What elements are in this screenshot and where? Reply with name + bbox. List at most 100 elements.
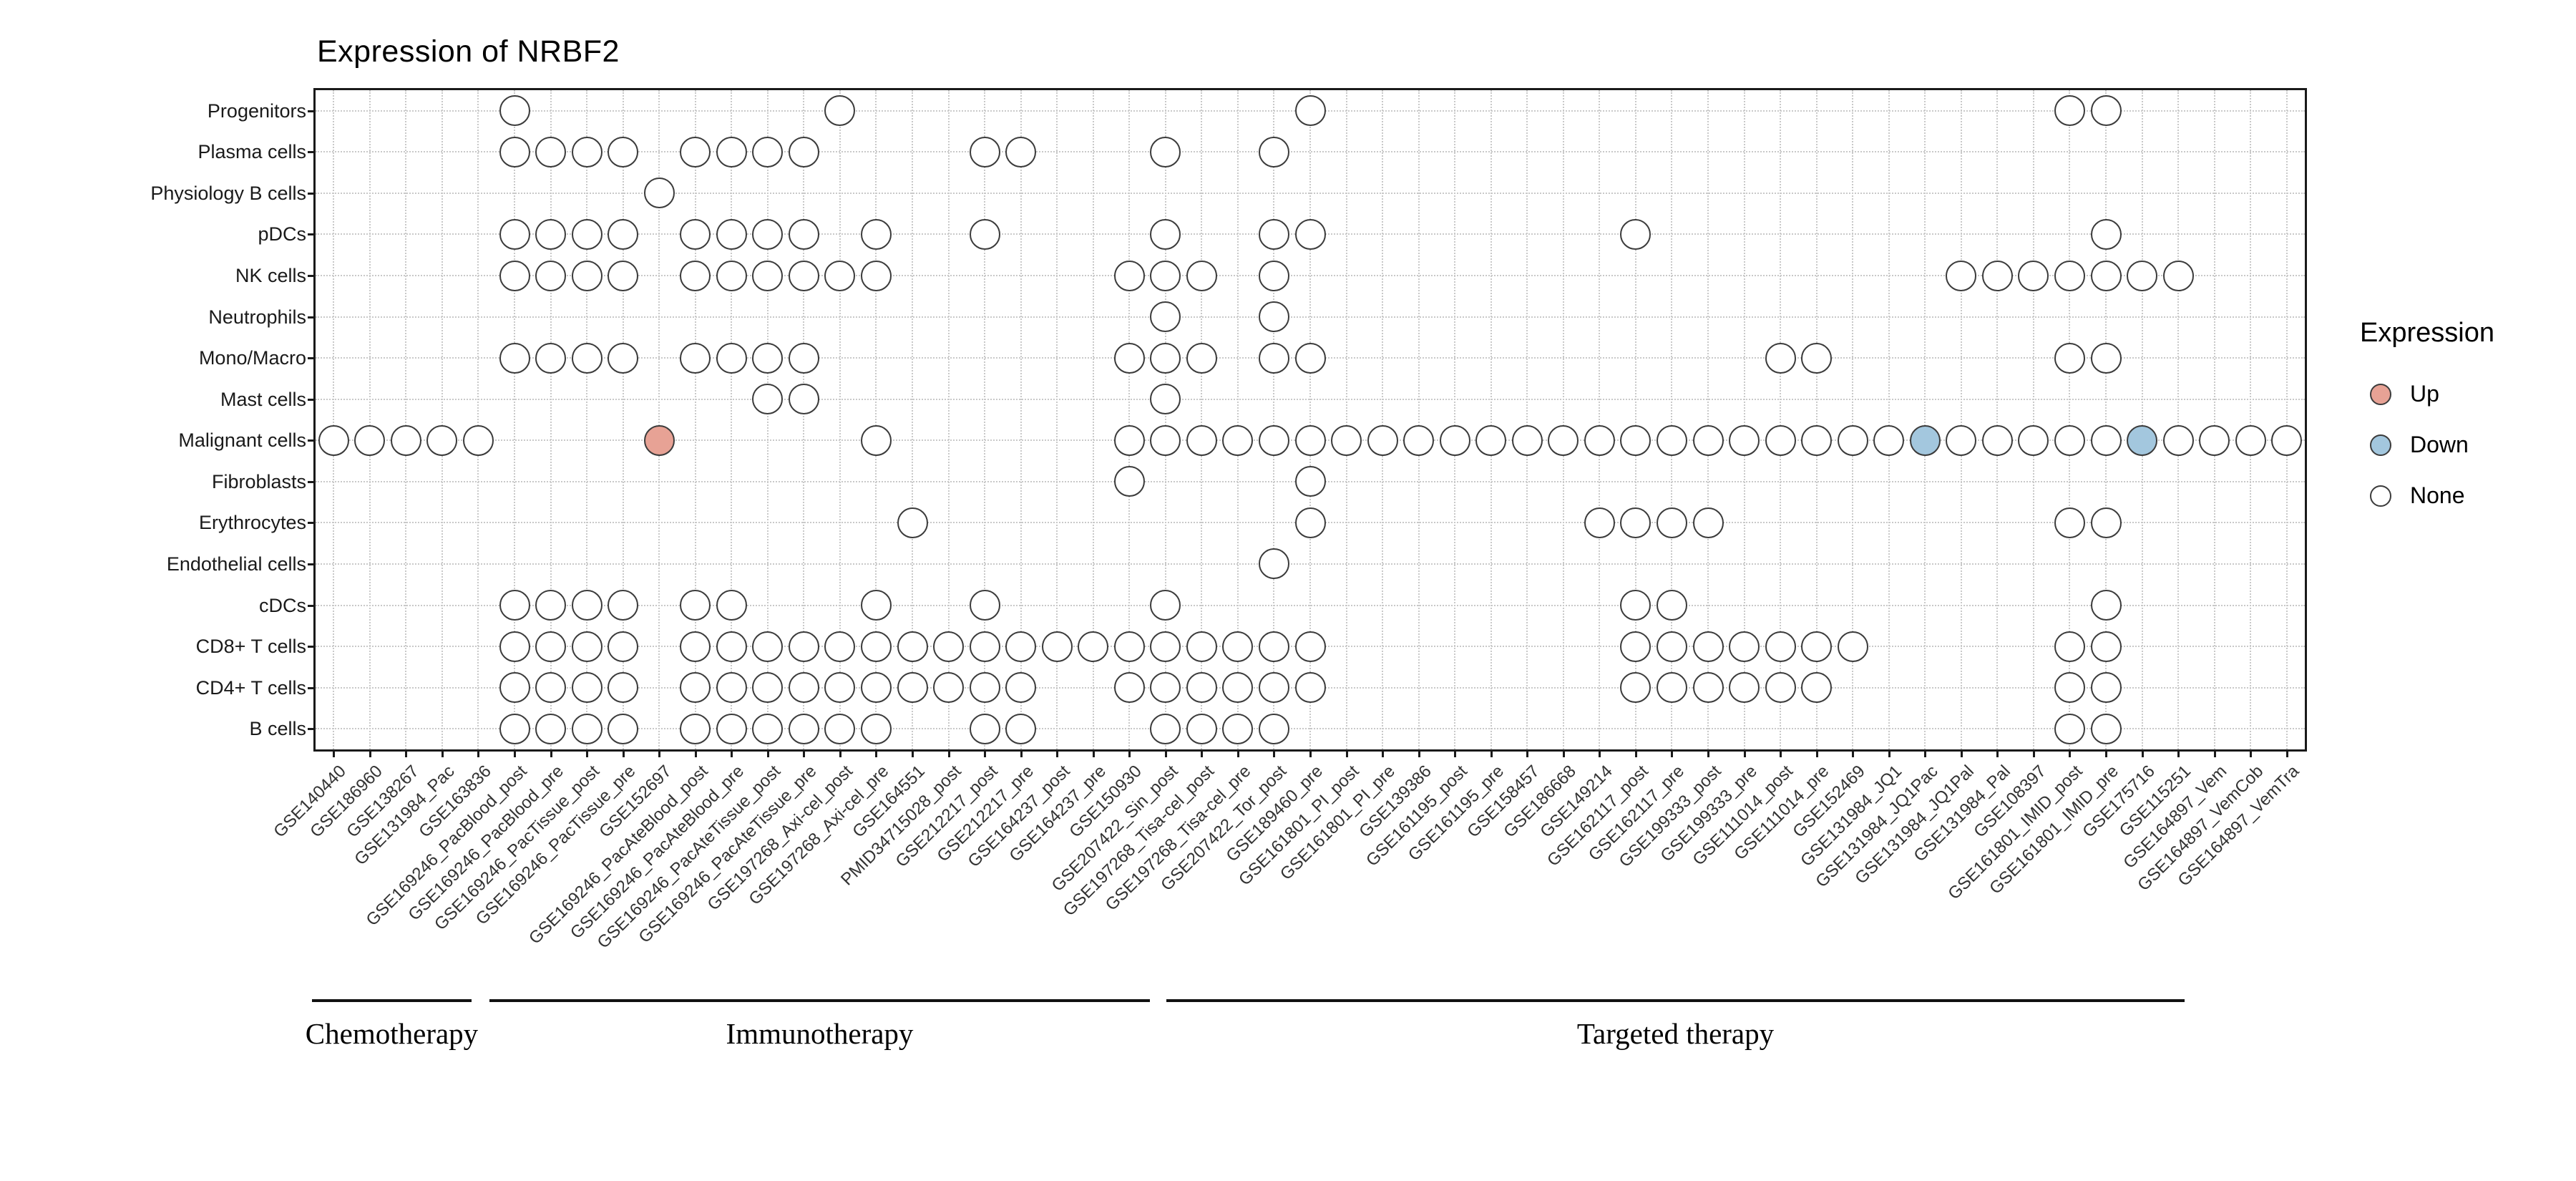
- expression-dot-none: [2090, 507, 2122, 538]
- expression-dot-none: [1005, 136, 1037, 167]
- gridline-vertical: [912, 90, 913, 749]
- expression-dot-none: [1837, 424, 1868, 456]
- expression-dot-none: [1403, 424, 1435, 456]
- x-axis-tick: [1236, 751, 1239, 757]
- legend-item-label: None: [2410, 482, 2465, 508]
- expression-dot-none: [2054, 672, 2085, 704]
- y-axis-label: pDCs: [258, 223, 306, 246]
- expression-dot-none: [897, 672, 928, 704]
- expression-dot-none: [969, 136, 1000, 167]
- gridline-vertical: [2285, 90, 2288, 749]
- expression-dot-none: [571, 136, 602, 167]
- x-axis-tick: [550, 751, 552, 757]
- gridline-horizontal: [316, 728, 2305, 730]
- expression-dot-none: [571, 713, 602, 744]
- expression-dot-none: [788, 631, 819, 662]
- expression-dot-none: [499, 342, 530, 374]
- x-axis-tick: [839, 751, 841, 757]
- expression-dot-none: [2090, 95, 2122, 127]
- gridline-horizontal: [316, 192, 2305, 194]
- y-axis-label: Mono/Macro: [198, 347, 306, 369]
- expression-dot-none: [2271, 424, 2303, 456]
- expression-dot-none: [680, 713, 711, 744]
- x-axis-tick: [514, 751, 516, 757]
- x-axis-tick: [1526, 751, 1529, 757]
- expression-dot-none: [608, 218, 639, 250]
- x-axis-tick: [333, 751, 336, 757]
- gridline-vertical: [1707, 90, 1709, 749]
- gridline-horizontal: [316, 604, 2305, 606]
- gridline-vertical: [1201, 90, 1203, 749]
- expression-dot-none: [1656, 507, 1687, 538]
- expression-dot-none: [571, 218, 602, 250]
- gridline-vertical: [1128, 90, 1131, 749]
- expression-dot-none: [824, 260, 856, 291]
- expression-dot-none: [535, 672, 567, 704]
- y-axis-label: Mast cells: [220, 388, 306, 410]
- x-axis-tick: [2069, 751, 2072, 757]
- expression-dot-none: [1729, 424, 1760, 456]
- expression-dot-none: [1656, 631, 1687, 662]
- expression-dot-none: [969, 590, 1000, 621]
- expression-dot-none: [716, 260, 747, 291]
- therapy-group-underline: [312, 999, 472, 1002]
- gridline-horizontal: [316, 398, 2305, 400]
- y-axis-tick: [308, 275, 314, 278]
- expression-dot-none: [535, 136, 567, 167]
- x-axis-tick: [947, 751, 950, 757]
- gridline-vertical: [694, 90, 696, 749]
- expression-dot-none: [608, 260, 639, 291]
- gridline-vertical: [839, 90, 841, 749]
- expression-dot-none: [1294, 95, 1326, 127]
- y-axis-tick: [308, 522, 314, 525]
- expression-dot-up: [643, 424, 675, 456]
- expression-dot-none: [716, 342, 747, 374]
- gridline-vertical: [1236, 90, 1239, 749]
- x-axis-tick: [1092, 751, 1095, 757]
- x-axis-tick: [1996, 751, 1999, 757]
- expression-dot-none: [608, 713, 639, 744]
- expression-dot-none: [1222, 631, 1254, 662]
- x-axis-tick: [1743, 751, 1746, 757]
- expression-dot-none: [1801, 631, 1833, 662]
- expression-dot-none: [824, 631, 856, 662]
- expression-dot-none: [788, 342, 819, 374]
- gridline-vertical: [803, 90, 805, 749]
- x-axis-tick: [1345, 751, 1348, 757]
- expression-dot-none: [2162, 424, 2194, 456]
- x-axis-tick: [1599, 751, 1601, 757]
- expression-dot-none: [860, 672, 892, 704]
- expression-dot-none: [462, 424, 494, 456]
- expression-dot-none: [1258, 672, 1289, 704]
- expression-dot-none: [1222, 672, 1254, 704]
- x-axis-tick: [984, 751, 987, 757]
- gridline-vertical: [2177, 90, 2180, 749]
- gridline-vertical: [550, 90, 552, 749]
- x-axis-tick: [1164, 751, 1167, 757]
- x-axis-tick: [2105, 751, 2107, 757]
- expression-dot-none: [1692, 424, 1724, 456]
- expression-dot-none: [608, 136, 639, 167]
- expression-dot-none: [608, 631, 639, 662]
- x-axis-tick: [586, 751, 589, 757]
- x-axis-tick: [369, 751, 371, 757]
- expression-dot-none: [1150, 301, 1181, 333]
- gridline-horizontal: [316, 275, 2305, 277]
- y-axis-tick: [308, 563, 314, 565]
- therapy-group-label: Chemotherapy: [305, 1017, 479, 1050]
- expression-dot-none: [1222, 424, 1254, 456]
- expression-dot-none: [788, 713, 819, 744]
- expression-dot-none: [1258, 301, 1289, 333]
- expression-dot-none: [1656, 590, 1687, 621]
- expression-dot-none: [1692, 672, 1724, 704]
- x-axis-tick: [766, 751, 769, 757]
- therapy-group-label: Targeted therapy: [1576, 1017, 1775, 1050]
- x-axis-tick: [441, 751, 444, 757]
- gridline-vertical: [1490, 90, 1492, 749]
- expression-dot-none: [2127, 260, 2158, 291]
- expression-dot-none: [1475, 424, 1507, 456]
- expression-dot-none: [1765, 672, 1796, 704]
- legend-swatch-down-icon: [2370, 434, 2391, 456]
- expression-dot-none: [2090, 631, 2122, 662]
